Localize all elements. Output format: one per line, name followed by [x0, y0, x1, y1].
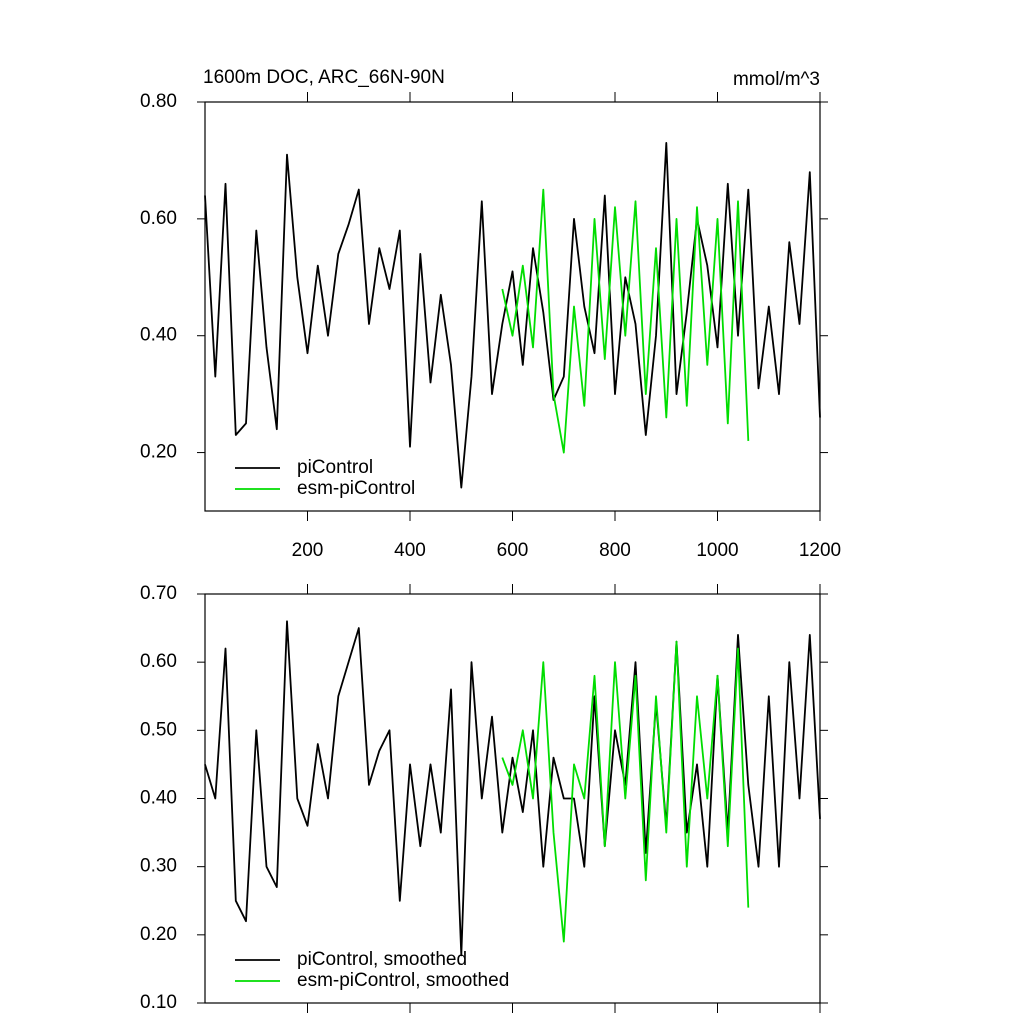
x-tick-label: 1000 — [696, 540, 738, 561]
y-tick-label: 0.20 — [140, 924, 177, 945]
legend-label: esm-piControl — [297, 478, 415, 499]
units-label: mmol/m^3 — [733, 69, 820, 90]
x-tick-label: 800 — [599, 540, 631, 561]
chart-title: 1600m DOC, ARC_66N-90N — [203, 67, 445, 88]
y-tick-label: 0.60 — [140, 208, 177, 229]
x-tick-label: 600 — [497, 540, 529, 561]
data-line — [204, 620, 821, 957]
data-line — [501, 188, 750, 454]
y-tick-label: 0.20 — [140, 442, 177, 463]
y-tick-label: 0.70 — [140, 583, 177, 604]
y-tick-label: 0.40 — [140, 325, 177, 346]
legend-label: piControl, smoothed — [297, 949, 467, 970]
y-tick-label: 0.40 — [140, 788, 177, 809]
y-tick-label: 0.50 — [140, 719, 177, 740]
legend-label: piControl — [297, 457, 373, 478]
legend-label: esm-piControl, smoothed — [297, 970, 509, 991]
x-tick-label: 200 — [292, 540, 324, 561]
y-tick-label: 0.80 — [140, 91, 177, 112]
x-tick-label: 400 — [394, 540, 426, 561]
plot-frame — [204, 101, 821, 512]
y-tick-label: 0.60 — [140, 651, 177, 672]
y-tick-label: 0.30 — [140, 856, 177, 877]
y-tick-label: 0.10 — [140, 992, 177, 1013]
data-line — [204, 142, 821, 489]
x-tick-label: 1200 — [799, 540, 841, 561]
data-line — [501, 640, 750, 943]
